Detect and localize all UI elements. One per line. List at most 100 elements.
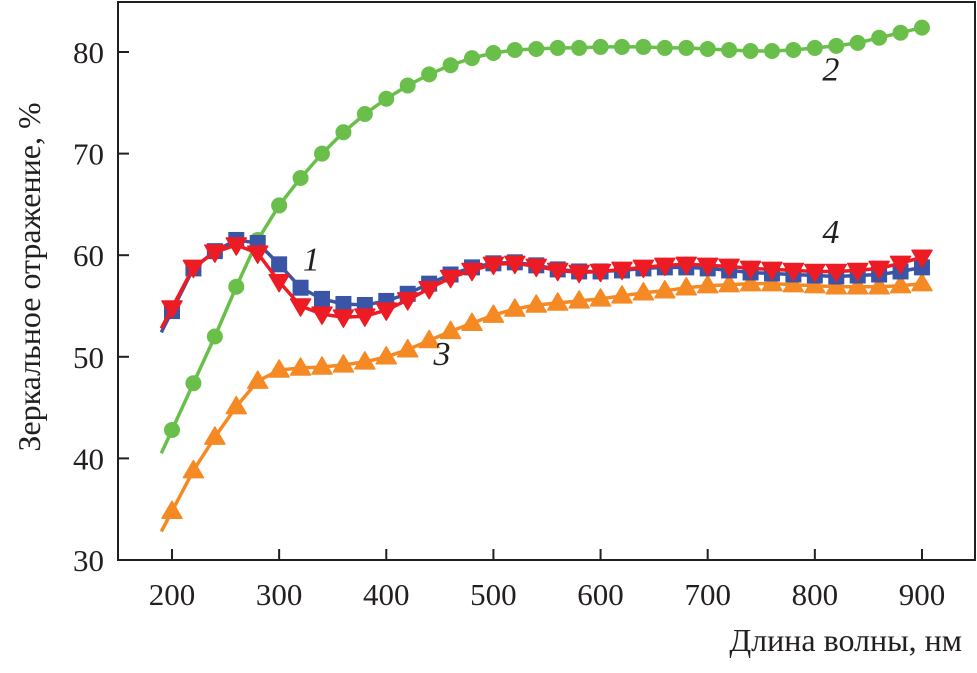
data-point: [782, 273, 805, 293]
data-point: [613, 38, 630, 55]
data-point: [506, 41, 523, 58]
data-point: [804, 274, 826, 294]
data-point: [225, 395, 248, 415]
data-point: [871, 29, 888, 46]
data-point: [846, 275, 869, 295]
data-point: [806, 39, 823, 56]
x-tick-label: 700: [684, 577, 731, 612]
data-point: [656, 39, 673, 56]
data-point: [396, 292, 419, 311]
data-point: [335, 295, 352, 312]
data-point: [396, 338, 419, 358]
data-point: [246, 245, 269, 264]
data-point: [313, 145, 330, 162]
curve-label-2: 2: [822, 51, 839, 88]
data-point: [206, 328, 223, 345]
data-point: [246, 370, 269, 389]
x-tick-label: 800: [792, 577, 839, 612]
data-point: [549, 39, 566, 56]
data-point: [825, 275, 848, 295]
data-point: [525, 258, 548, 278]
y-tick-label: 40: [73, 441, 104, 476]
annotations: 1 2 3 4: [303, 51, 840, 372]
x-tick-label: 400: [363, 577, 410, 612]
data-point: [204, 426, 226, 445]
x-tick-label: 600: [577, 577, 624, 612]
data-point: [504, 255, 526, 275]
axes: 200 300 400 500 600 700 800 900 30 40 50 60 70 80: [73, 1, 976, 612]
data-point: [568, 290, 590, 309]
data-point: [611, 261, 633, 281]
y-tick-label: 50: [73, 340, 104, 375]
data-point: [311, 356, 333, 375]
data-point: [418, 280, 440, 300]
data-point: [739, 260, 762, 280]
y-axis-label: Зеркальное отражение, %: [11, 102, 47, 451]
x-tick-label: 900: [899, 577, 946, 612]
data-point: [699, 40, 716, 57]
data-point: [889, 274, 912, 294]
data-point: [718, 258, 740, 278]
data-point: [761, 261, 783, 281]
data-point: [332, 354, 355, 373]
data-point: [654, 257, 676, 277]
data-point: [696, 257, 719, 277]
data-point: [375, 346, 398, 365]
data-point: [911, 272, 933, 292]
data-point: [378, 90, 395, 107]
data-point: [271, 197, 288, 214]
data-point: [421, 66, 438, 83]
data-point: [332, 309, 355, 328]
data-point: [654, 280, 676, 299]
data-point: [461, 262, 483, 282]
x-tick-label: 300: [256, 577, 303, 612]
data-point: [482, 256, 505, 276]
data-point: [739, 272, 762, 292]
data-point: [892, 24, 909, 41]
data-point: [868, 260, 890, 280]
series-line-3: [159, 281, 923, 533]
series-4: [159, 237, 933, 330]
data-point: [313, 290, 330, 307]
data-point: [335, 124, 352, 141]
data-point: [568, 264, 590, 284]
series-group: [159, 19, 933, 533]
data-point: [913, 19, 930, 36]
data-point: [228, 278, 245, 295]
data-point: [678, 39, 695, 56]
data-point: [439, 320, 462, 340]
data-point: [846, 262, 869, 282]
data-point: [804, 263, 826, 283]
curve-label-1: 1: [303, 241, 320, 278]
data-point: [375, 302, 398, 321]
data-point: [589, 288, 612, 307]
data-point: [828, 37, 845, 54]
data-point: [463, 50, 480, 67]
data-point: [571, 39, 588, 56]
data-point: [721, 41, 738, 58]
y-tick-label: 30: [73, 543, 104, 578]
plot-frame: [117, 1, 976, 561]
data-point: [185, 375, 202, 392]
series-3: [159, 272, 933, 533]
data-point: [632, 282, 655, 301]
data-point: [782, 262, 805, 282]
data-point: [268, 273, 290, 293]
series-line-2: [159, 25, 923, 455]
data-point: [292, 279, 309, 296]
data-point: [354, 351, 376, 370]
data-point: [354, 308, 376, 327]
curve-label-3: 3: [432, 336, 450, 373]
data-point: [528, 40, 545, 57]
data-point: [635, 38, 652, 55]
data-point: [504, 298, 526, 317]
data-point: [268, 359, 290, 378]
data-point: [675, 276, 698, 296]
y-tick-label: 60: [73, 238, 104, 273]
data-point: [718, 273, 740, 293]
y-tick-label: 80: [73, 35, 104, 70]
data-point: [482, 304, 505, 323]
data-point: [161, 300, 183, 319]
data-point: [439, 269, 462, 289]
data-point: [182, 459, 205, 479]
